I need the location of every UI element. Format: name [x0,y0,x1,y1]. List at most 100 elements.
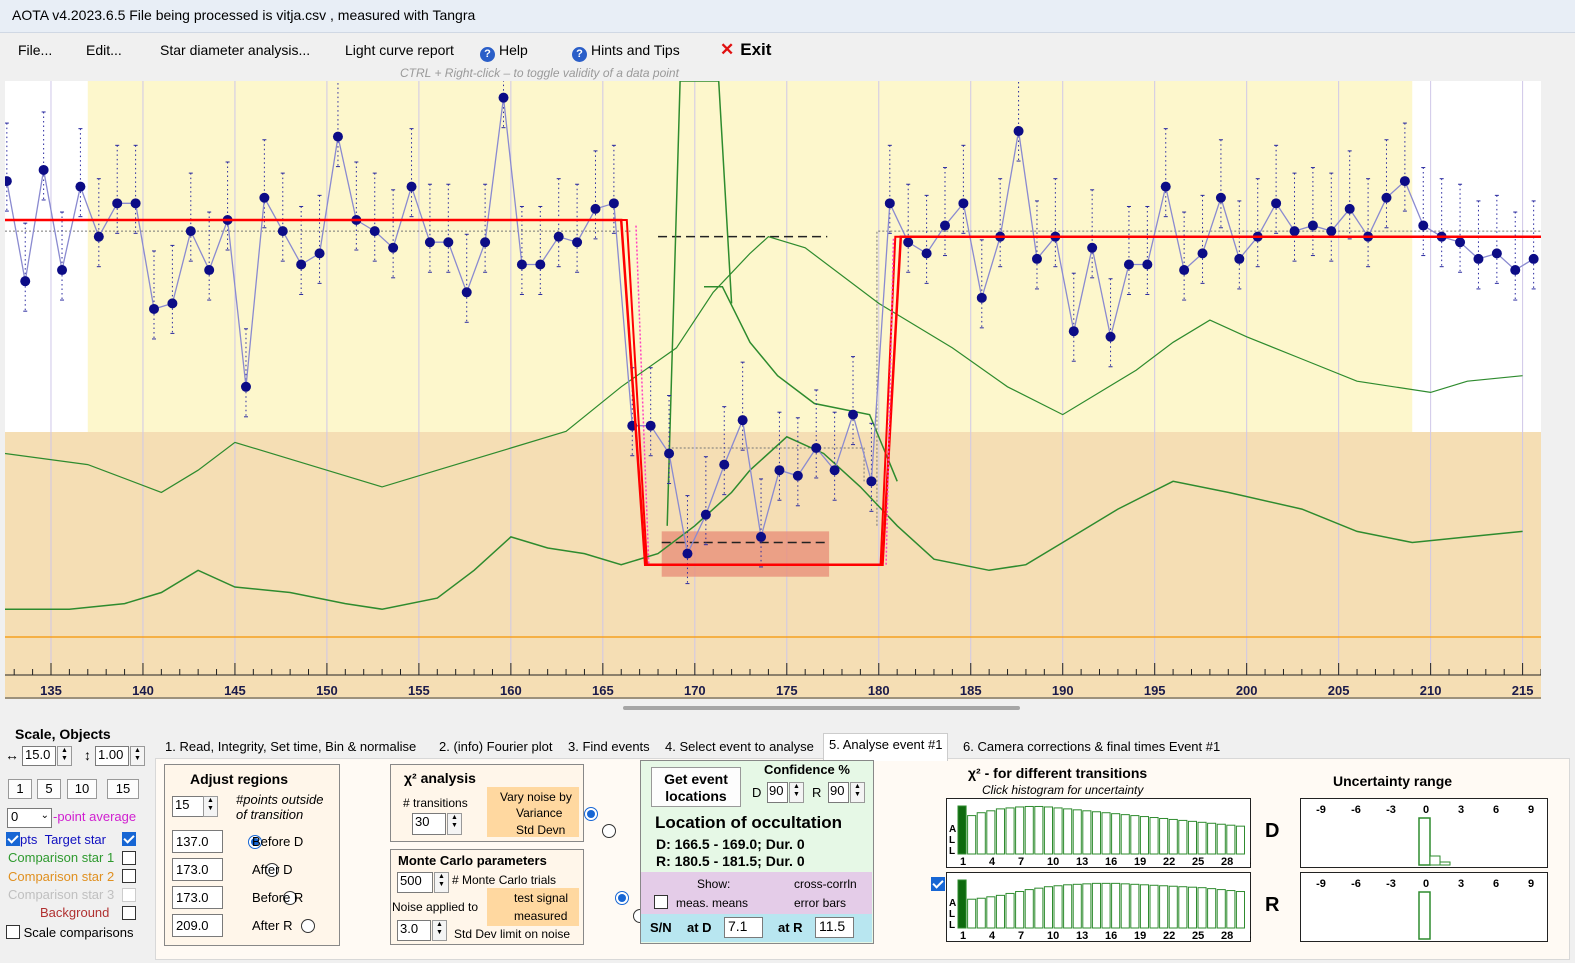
comparison1-checkbox[interactable] [122,851,136,865]
data-point[interactable] [406,181,417,192]
after-r-input[interactable]: 209.0 [172,914,223,937]
after-r-radio[interactable] [300,919,315,933]
data-point[interactable] [314,248,325,259]
after-d-radio[interactable] [265,863,280,877]
cross-corr-checkbox[interactable] [930,877,945,891]
data-point[interactable] [719,459,730,470]
tab-read-integrity[interactable]: 1. Read, Integrity, Set time, Bin & norm… [165,739,417,754]
data-point[interactable] [682,548,693,559]
stddevn-radio[interactable] [601,824,616,838]
tab-select-event[interactable]: 4. Select event to analyse [665,739,814,754]
before-d-radio[interactable] [247,835,262,849]
data-point[interactable] [866,476,877,487]
data-point[interactable] [75,181,86,192]
data-point[interactable] [20,276,31,287]
tab-find-events[interactable]: 3. Find events [568,739,650,754]
data-point[interactable] [1307,220,1318,231]
tab-analyse-event[interactable]: 5. Analyse event #1 [823,733,949,761]
noise-limit-spinner[interactable]: ▲ ▼ [432,920,447,941]
data-point[interactable] [1068,326,1079,337]
data-point[interactable] [1399,176,1410,187]
data-point[interactable] [535,259,546,270]
data-point[interactable] [811,442,822,453]
data-point[interactable] [259,192,270,203]
after-d-input[interactable]: 173.0 [172,858,223,881]
data-point[interactable] [480,237,491,248]
data-point[interactable] [903,237,914,248]
data-point[interactable] [1418,220,1429,231]
plot-scrollbar[interactable] [623,706,1020,710]
data-point[interactable] [700,509,711,520]
data-point[interactable] [1013,126,1024,137]
scale-comparisons-row[interactable]: Scale comparisons [6,925,133,940]
data-point[interactable] [185,226,196,237]
data-point[interactable] [204,265,215,276]
data-point[interactable] [1179,265,1190,276]
comparison2-checkbox[interactable] [122,869,136,883]
data-point[interactable] [57,265,68,276]
data-point[interactable] [1381,192,1392,203]
data-point[interactable] [737,415,748,426]
data-point[interactable] [369,226,380,237]
menu-light-curve-report[interactable]: Light curve report [345,42,454,58]
data-point[interactable] [921,248,932,259]
data-point[interactable] [958,198,969,209]
data-point[interactable] [829,465,840,476]
before-r-input[interactable]: 173.0 [172,886,223,909]
data-point[interactable] [792,470,803,481]
data-point[interactable] [1528,253,1539,264]
data-point[interactable] [1197,248,1208,259]
data-point[interactable] [1289,226,1300,237]
comparison3-checkbox[interactable] [122,888,136,902]
menu-help[interactable]: ? Help [480,42,528,62]
r-confidence-input[interactable]: 90 [828,782,849,803]
menu-file[interactable]: File... [18,42,53,58]
v-scale-input[interactable]: 1.00 [95,746,129,766]
variance-radio[interactable] [584,807,599,821]
data-point[interactable] [516,259,527,270]
data-point[interactable] [332,131,343,142]
pts-checkbox[interactable] [6,832,20,846]
data-point[interactable] [590,203,601,214]
data-point[interactable] [130,198,141,209]
menu-star-diameter[interactable]: Star diameter analysis... [160,42,311,58]
scale-button-5[interactable]: 5 [37,779,61,799]
data-point[interactable] [149,303,160,314]
data-point[interactable] [1326,226,1337,237]
data-point[interactable] [1087,242,1098,253]
trials-spinner[interactable]: ▲ ▼ [434,872,449,893]
transitions-input[interactable]: 30 [412,813,446,835]
tab-camera-corrections[interactable]: 6. Camera corrections & final times Even… [963,739,1221,754]
data-point[interactable] [1123,259,1134,270]
data-point[interactable] [1344,203,1355,214]
test-signal-radio[interactable] [615,891,630,905]
points-outside-spinner[interactable]: ▲ ▼ [203,796,218,817]
pts-checkbox-row[interactable]: pts Target star [6,832,106,847]
data-point[interactable] [553,231,564,242]
point-average-select[interactable]: 0 ⌄ [7,808,52,828]
data-point[interactable] [277,226,288,237]
data-point[interactable] [1215,192,1226,203]
get-event-locations-button[interactable]: Get event locations [651,767,741,807]
data-point[interactable] [5,176,12,187]
v-scale-spinner[interactable]: ▲ ▼ [130,746,145,766]
points-outside-input[interactable]: 15 [172,796,204,817]
scale-button-15[interactable]: 15 [107,779,139,799]
scale-comparisons-checkbox[interactable] [6,925,20,939]
data-point[interactable] [1142,259,1153,270]
trials-input[interactable]: 500 [397,872,433,893]
d-confidence-input[interactable]: 90 [767,782,788,803]
target-star-checkbox[interactable] [122,832,136,846]
data-point[interactable] [388,242,399,253]
light-curve-plot[interactable]: 135 140 145 150 155 160 165 170 175 180 185 190 195 2… [5,81,1541,699]
transitions-spinner[interactable]: ▲ ▼ [447,813,462,835]
r-confidence-spinner[interactable]: ▲ ▼ [850,782,865,803]
scale-button-1[interactable]: 1 [8,779,32,799]
data-point[interactable] [38,164,49,175]
data-point[interactable] [848,409,859,420]
data-point[interactable] [756,531,767,542]
menu-hints[interactable]: ? Hints and Tips [572,42,680,62]
data-point[interactable] [167,298,178,309]
data-point[interactable] [498,92,509,103]
